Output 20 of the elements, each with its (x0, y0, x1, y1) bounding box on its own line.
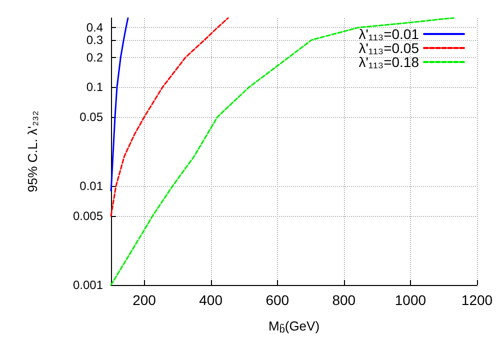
line-series (110, 17, 229, 217)
legend-label: λ'₁₁₃=0.01 (358, 26, 420, 42)
y-tick-label: 0.1 (86, 80, 104, 94)
y-tick-label: 0.4 (86, 20, 104, 35)
legend-label: λ'₁₁₃=0.18 (358, 54, 420, 70)
x-tick-label: 400 (199, 292, 223, 308)
x-tick-label: 800 (332, 292, 356, 308)
y-tick-label: 0.2 (86, 50, 104, 64)
y-tick-label: 0.005 (72, 208, 104, 223)
legend-label: λ'₁₁₃=0.05 (358, 40, 420, 56)
y-tick-label: 0.001 (72, 278, 104, 292)
y-tick-label: 0.3 (86, 32, 104, 47)
line-series (110, 17, 129, 192)
y-tick-label: 0.05 (80, 110, 104, 124)
x-tick-label: 1000 (394, 292, 426, 308)
x-tick-label: 200 (132, 292, 156, 308)
y-tick-label: 0.01 (80, 179, 104, 194)
y-axis-title: 95% C.L. λ'₂₃₂ (25, 110, 40, 192)
x-tick-label: 1200 (461, 292, 493, 308)
x-tick-label: 600 (266, 292, 290, 308)
